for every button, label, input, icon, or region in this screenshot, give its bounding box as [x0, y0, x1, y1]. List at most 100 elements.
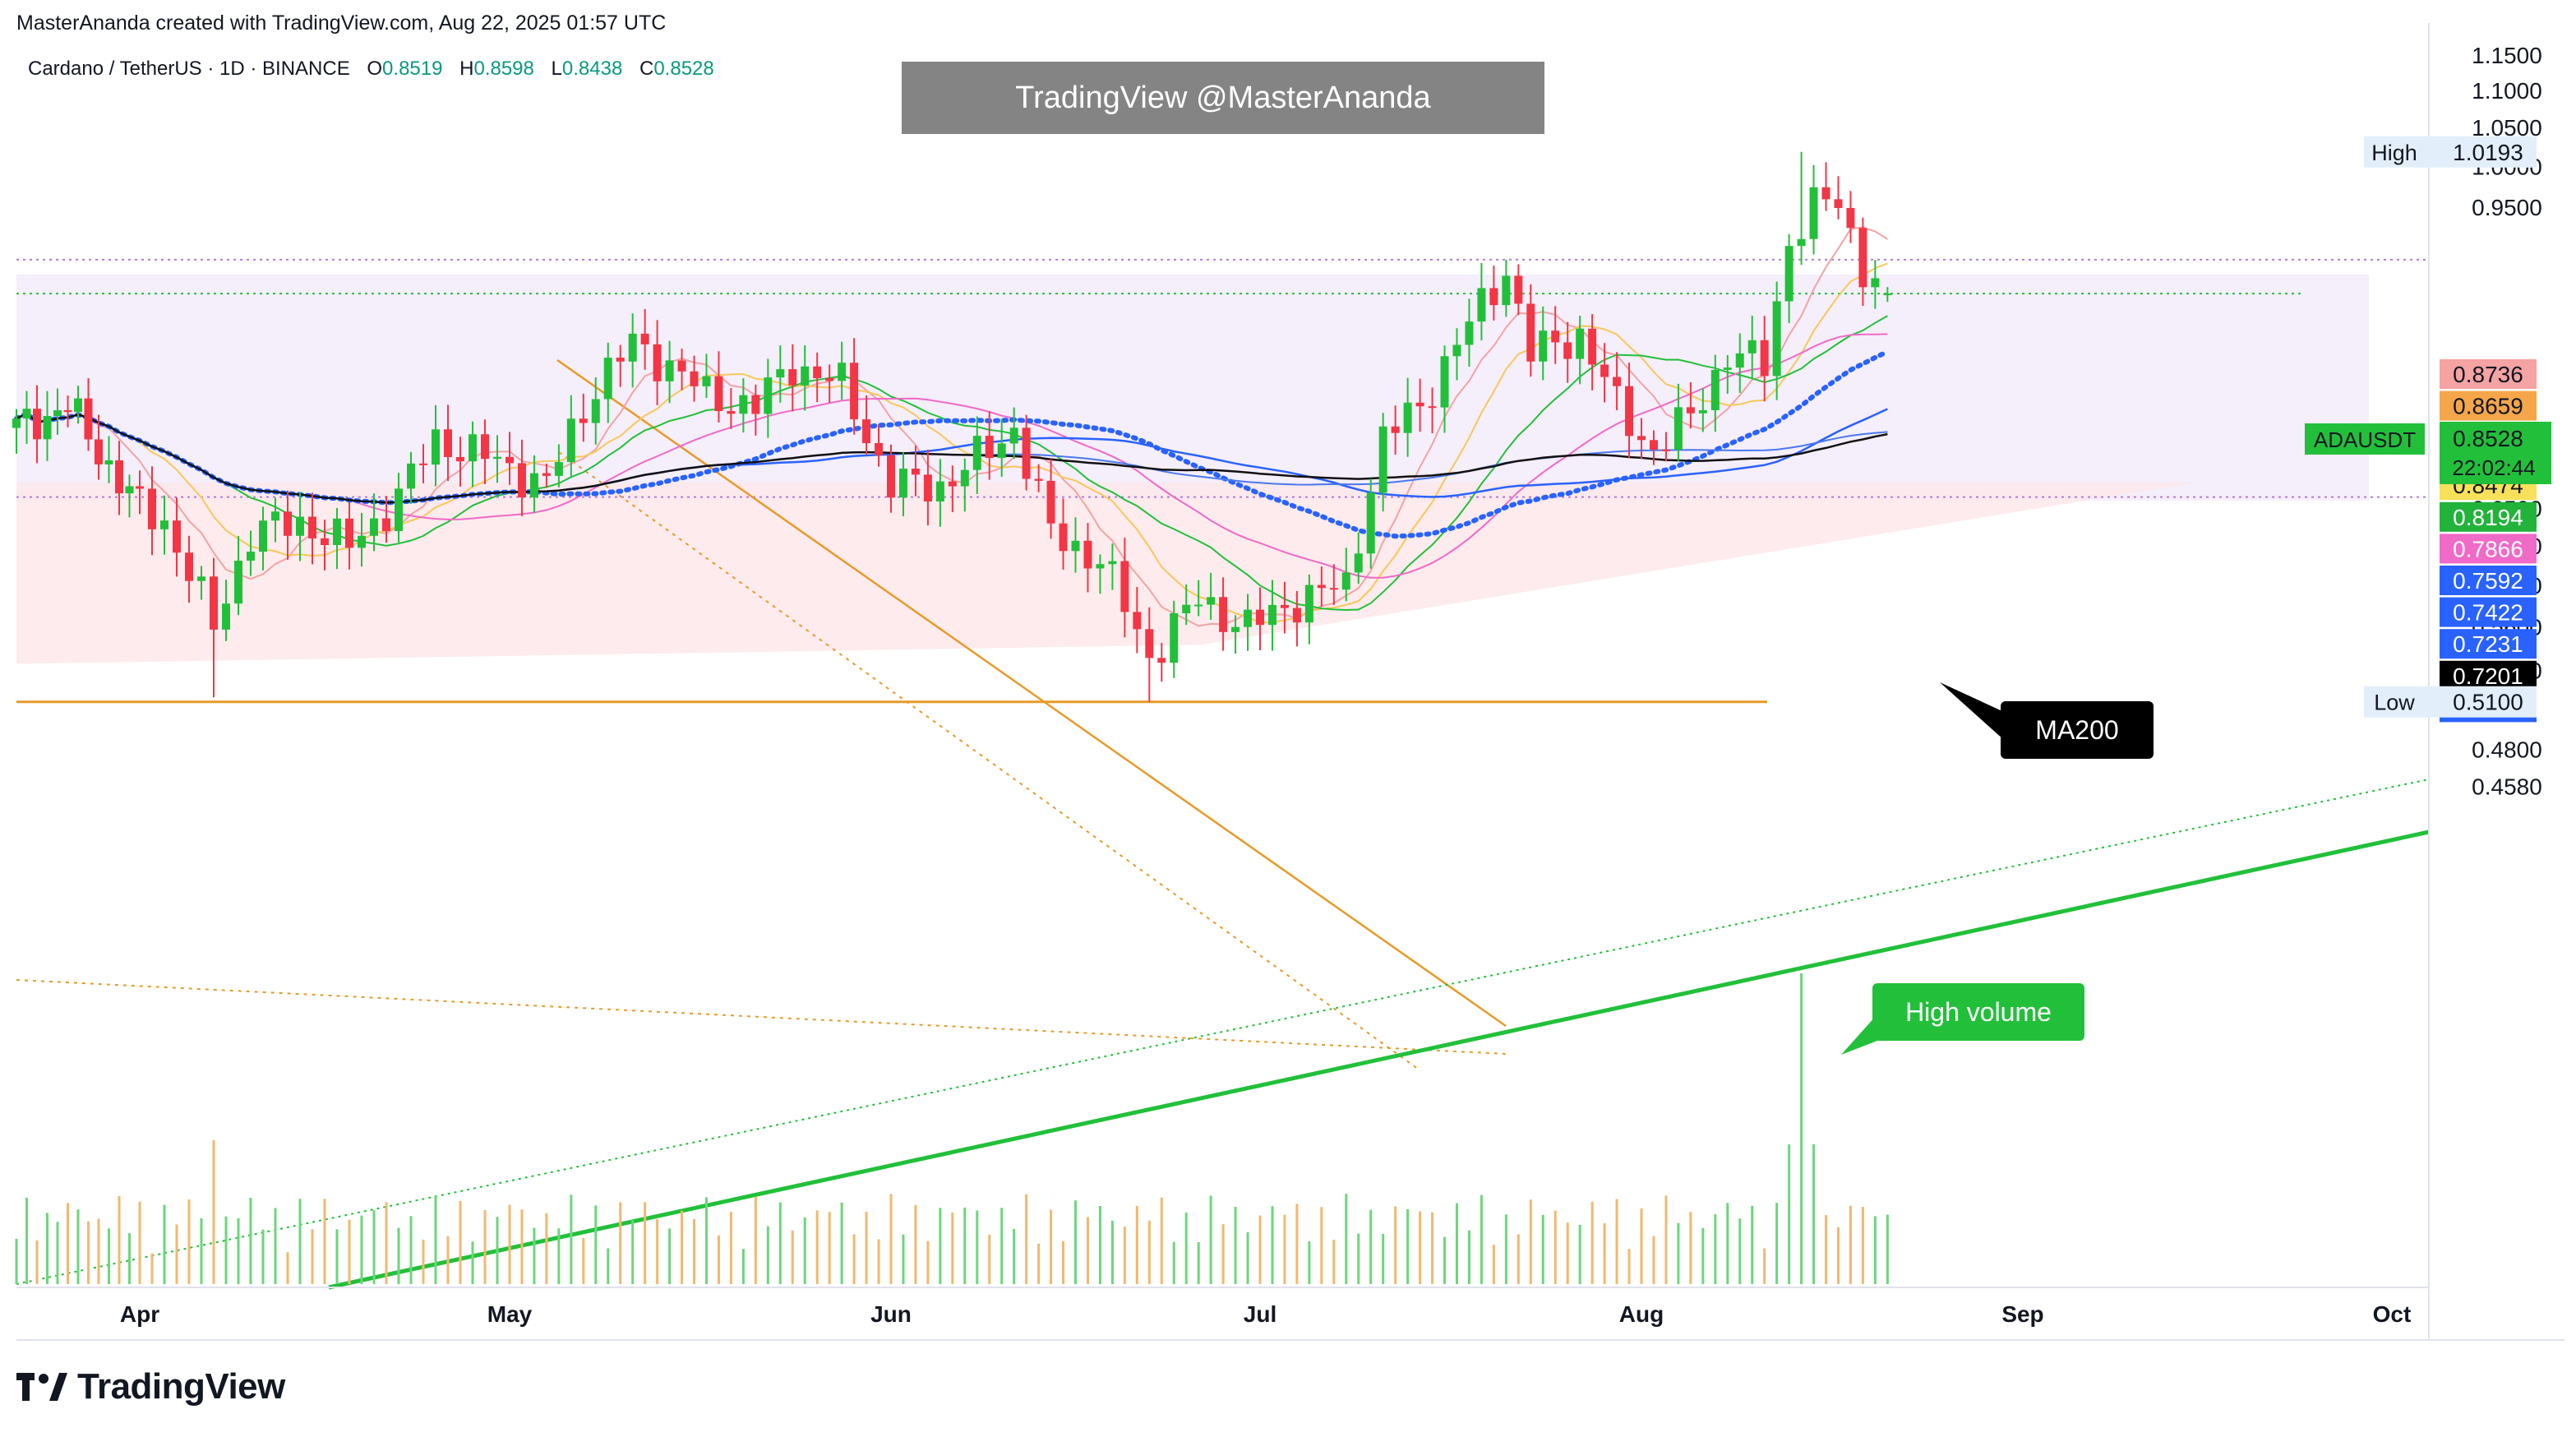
candle-body	[1576, 328, 1585, 359]
candle-body	[1710, 369, 1720, 410]
candle-body	[259, 520, 267, 552]
volume-bar	[1825, 1215, 1828, 1284]
volume-bar	[471, 1241, 474, 1284]
candle-body	[1797, 238, 1806, 247]
candle-body	[1096, 564, 1105, 569]
volume-bar	[644, 1202, 647, 1284]
lower-trendline-dotted	[16, 979, 1507, 1055]
candle-body	[1649, 440, 1658, 450]
candle-body	[1735, 353, 1744, 368]
candle-body	[1267, 604, 1276, 626]
candle-body	[148, 488, 156, 529]
candle-body	[469, 434, 477, 462]
candle-body	[1083, 540, 1092, 569]
volume-bar	[1775, 1203, 1779, 1284]
volume-bar	[840, 1202, 843, 1284]
candle-body	[210, 576, 218, 630]
candle-body	[33, 409, 41, 440]
candle-body	[1452, 344, 1461, 357]
volume-bar	[1689, 1212, 1692, 1284]
candle-body	[1133, 612, 1142, 630]
candle-body	[1034, 478, 1043, 481]
candle-body	[493, 456, 501, 460]
candle-body	[665, 360, 674, 381]
price-label-08194: 0.8194	[2453, 505, 2523, 530]
candle-body	[1539, 330, 1548, 362]
candle-body	[1846, 207, 1855, 229]
candle-body	[529, 473, 538, 498]
candle-body	[1157, 658, 1166, 663]
symbol-name: Cardano / TetherUS · 1D · BINANCE	[28, 58, 350, 80]
candle-body	[838, 363, 847, 381]
price-label-07592-bg	[2440, 566, 2537, 595]
candle-body	[1834, 199, 1843, 208]
candle-body	[1292, 608, 1301, 623]
candle-body	[1415, 402, 1424, 407]
candle-body	[1354, 553, 1363, 573]
candle-body	[579, 418, 588, 423]
volume-bars	[15, 973, 1889, 1284]
volume-bar	[570, 1194, 573, 1284]
candle-body	[74, 398, 82, 413]
candle-body	[1588, 328, 1597, 365]
volume-bar	[533, 1227, 536, 1284]
volume-bar	[385, 1202, 388, 1284]
candle-body	[1231, 626, 1240, 632]
volume-bar	[594, 1205, 598, 1284]
candle-body	[333, 518, 341, 545]
candle-body	[125, 486, 134, 494]
candle-body	[84, 398, 93, 440]
volume-bar	[1295, 1204, 1299, 1284]
candle-body	[997, 443, 1006, 459]
candle-body	[1145, 629, 1154, 658]
candle-body	[1502, 275, 1511, 306]
candle-body	[542, 473, 551, 476]
volume-bar	[1836, 1227, 1840, 1284]
candle-body	[764, 377, 773, 414]
volume-bar	[656, 1218, 659, 1284]
candle-body	[1378, 426, 1387, 493]
volume-bar	[1788, 1144, 1791, 1284]
volume-bar	[409, 1216, 413, 1284]
volume-bar	[1123, 1226, 1126, 1284]
time-tick-label: Oct	[2373, 1301, 2412, 1327]
volume-bar	[1110, 1220, 1114, 1284]
candle-body	[1009, 427, 1018, 444]
volume-bar	[704, 1197, 708, 1284]
candle-body	[1440, 356, 1449, 408]
volume-bar	[1258, 1215, 1262, 1284]
candle-body	[1182, 604, 1191, 614]
candle-body	[1760, 340, 1769, 377]
volume-bar	[803, 1217, 806, 1284]
volume-bar	[902, 1234, 905, 1284]
volume-bar	[46, 1213, 48, 1284]
candle-body	[801, 366, 810, 386]
volume-bar	[607, 1248, 610, 1284]
volume-bar	[323, 1199, 326, 1284]
ma-12	[16, 262, 1888, 624]
candle-body	[603, 358, 612, 400]
uptrend-line-dotted	[16, 779, 2430, 1285]
low-value: 0.8438	[561, 58, 623, 80]
time-tick-label: Sep	[2001, 1301, 2043, 1327]
candle-body	[1883, 293, 1892, 296]
volume-bar	[163, 1204, 166, 1284]
candle-body	[1477, 288, 1486, 322]
candle-body	[22, 409, 31, 419]
price-tick-label: 0.4800	[2472, 737, 2542, 762]
candle-body	[407, 463, 415, 489]
tradingview-logo[interactable]: TradingView	[16, 1366, 285, 1407]
candle-body	[1391, 426, 1400, 433]
price-label-07422-bg	[2440, 597, 2537, 627]
volume-bar	[545, 1213, 548, 1284]
volume-bar	[274, 1208, 277, 1284]
candle-body	[1317, 585, 1326, 589]
candle-body	[1244, 609, 1253, 627]
candle-body	[1120, 561, 1129, 612]
candle-body	[222, 603, 230, 630]
volume-bar	[1873, 1216, 1877, 1284]
uptrend-line	[328, 829, 2430, 1290]
candle-body	[850, 363, 859, 420]
volume-bar	[118, 1196, 121, 1284]
